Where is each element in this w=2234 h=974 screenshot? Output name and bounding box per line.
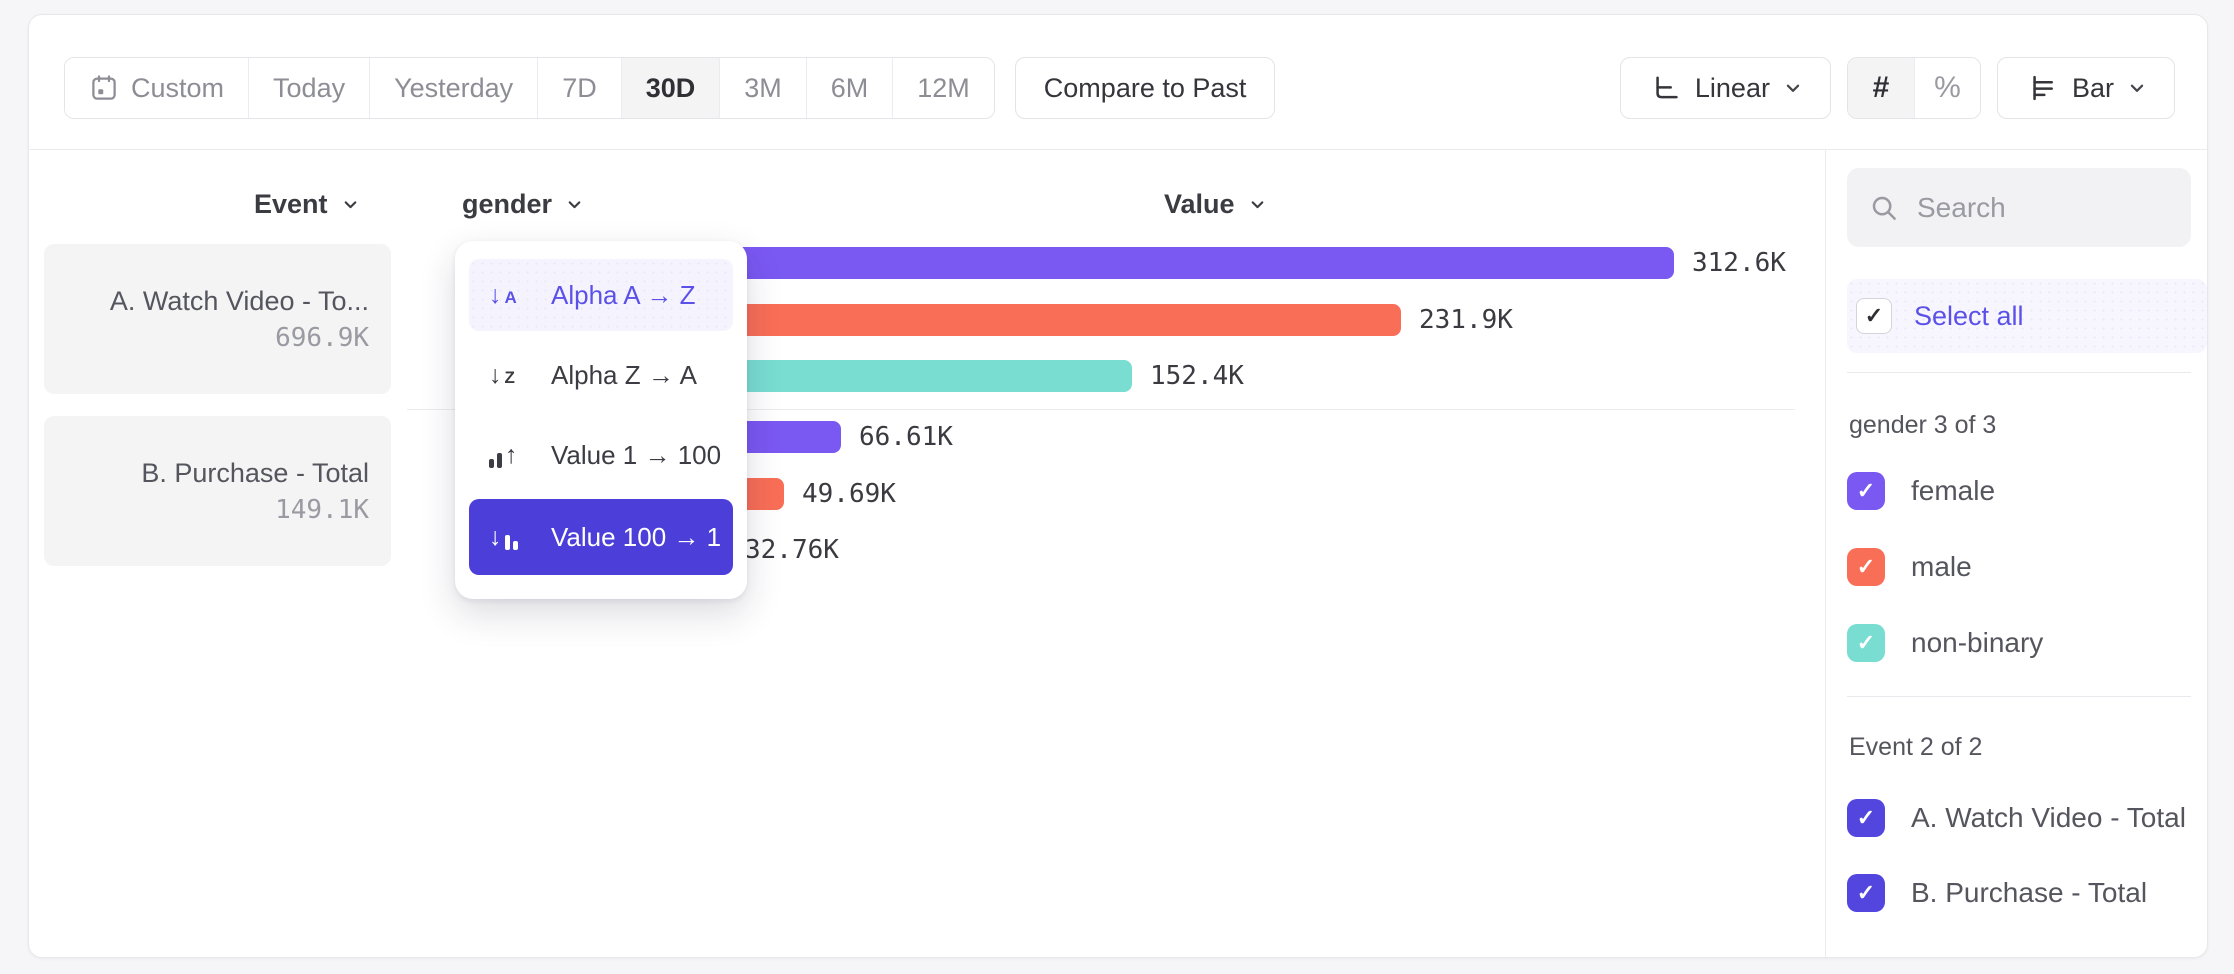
check-icon: ✓ — [1856, 630, 1876, 655]
menu-item-label: Alpha Z → A — [551, 359, 697, 390]
date-range-yesterday[interactable]: Yesterday — [369, 58, 538, 118]
hash-icon: # — [1872, 71, 1890, 104]
event-section-title: Event 2 of 2 — [1849, 733, 1983, 761]
value-format-toggle: # % — [1846, 57, 1981, 119]
group-divider — [407, 409, 1795, 410]
date-range-custom[interactable]: Custom — [65, 58, 249, 118]
date-range-label: Custom — [131, 72, 225, 103]
date-range-12m[interactable]: 12M — [892, 58, 994, 118]
date-range-30d[interactable]: 30D — [620, 58, 720, 118]
bar-value-label: 152.4K — [1150, 361, 1244, 391]
report-card: Custom Today Yesterday 7D 30D 3M 6M 12M … — [28, 14, 2208, 958]
linear-axis-icon — [1649, 72, 1681, 104]
bar-value-label: 231.9K — [1419, 305, 1513, 335]
event-card-purchase[interactable]: B. Purchase - Total 149.1K — [44, 416, 391, 566]
bar-value-label: 32.76K — [745, 535, 839, 565]
check-icon: ✓ — [1864, 303, 1884, 328]
date-range-6m[interactable]: 6M — [805, 58, 893, 118]
menu-item-alpha-desc[interactable]: ↓ Z Alpha Z → A — [469, 339, 733, 411]
breakdown-column-header[interactable]: gender — [462, 189, 583, 220]
date-range-3m[interactable]: 3M — [719, 58, 806, 118]
chevron-down-icon — [566, 196, 583, 213]
chart-type-selector-button[interactable]: Bar — [1996, 57, 2175, 119]
filter-label: female — [1911, 475, 1996, 506]
filter-row-purchase[interactable]: ✓ B. Purchase - Total — [1847, 874, 2205, 912]
sort-dropdown-menu: ↓ A Alpha A → Z ↓ Z Alpha Z → A ↑ Value 1 … — [455, 241, 747, 599]
select-all-label: Select all — [1914, 300, 2024, 331]
chevron-down-icon — [1784, 79, 1802, 97]
chart-controls: Linear # % — [1619, 57, 2175, 119]
absolute-numbers-button[interactable]: # — [1847, 58, 1914, 118]
menu-item-label: Alpha A → Z — [551, 279, 696, 310]
check-icon: ✓ — [1856, 805, 1876, 830]
filter-row-watch-video[interactable]: ✓ A. Watch Video - Total — [1847, 799, 2205, 837]
sidebar-search[interactable] — [1847, 168, 2191, 247]
toolbar-divider — [29, 149, 2207, 150]
event-card-watch-video[interactable]: A. Watch Video - To... 696.9K — [44, 244, 391, 394]
select-all-checkbox[interactable]: ✓ — [1856, 298, 1892, 334]
sidebar-section-divider — [1847, 696, 2191, 697]
search-icon — [1869, 193, 1899, 223]
bar-chart-icon — [2026, 72, 2058, 104]
chevron-down-icon — [2128, 79, 2146, 97]
filter-label: non-binary — [1911, 627, 2044, 658]
event-name: B. Purchase - Total — [141, 457, 369, 488]
female-checkbox[interactable]: ✓ — [1847, 472, 1885, 510]
nonbinary-checkbox[interactable]: ✓ — [1847, 624, 1885, 662]
select-all-row[interactable]: ✓ Select all — [1847, 279, 2207, 353]
filter-label: male — [1911, 551, 1972, 582]
bar-watch-video-female[interactable] — [616, 247, 1674, 279]
menu-item-value-desc[interactable]: ↓ Value 100 → 1 — [469, 499, 733, 575]
menu-item-label: Value 1 → 100 — [551, 439, 722, 470]
filter-row-nonbinary[interactable]: ✓ non-binary — [1847, 624, 2205, 662]
menu-item-alpha-asc[interactable]: ↓ A Alpha A → Z — [469, 259, 733, 331]
date-range-selector: Custom Today Yesterday 7D 30D 3M 6M 12M — [64, 57, 995, 119]
bar-value-label: 312.6K — [1692, 248, 1786, 278]
chevron-down-icon — [342, 196, 359, 213]
purchase-checkbox[interactable]: ✓ — [1847, 874, 1885, 912]
event-total: 696.9K — [275, 322, 369, 353]
filter-label: B. Purchase - Total — [1911, 877, 2148, 908]
event-column-header[interactable]: Event — [254, 189, 359, 220]
toolbar: Custom Today Yesterday 7D 30D 3M 6M 12M … — [64, 57, 2175, 119]
bar-value-label: 49.69K — [802, 479, 896, 509]
sort-value-asc-icon: ↑ — [489, 442, 533, 468]
menu-item-label: Value 100 → 1 — [551, 521, 722, 552]
sort-value-desc-icon: ↓ — [489, 524, 533, 550]
scale-selector-button[interactable]: Linear — [1619, 57, 1831, 119]
check-icon: ✓ — [1856, 554, 1876, 579]
male-checkbox[interactable]: ✓ — [1847, 548, 1885, 586]
calendar-icon — [89, 73, 119, 103]
chart-type-label: Bar — [2071, 72, 2114, 103]
scale-label: Linear — [1694, 72, 1770, 103]
filter-row-male[interactable]: ✓ male — [1847, 548, 2205, 586]
sidebar-section-divider — [1847, 372, 2191, 373]
percent-icon: % — [1934, 71, 1961, 104]
check-icon: ✓ — [1856, 880, 1876, 905]
bar-value-label: 66.61K — [859, 422, 953, 452]
chevron-down-icon — [1249, 196, 1266, 213]
gender-section-title: gender 3 of 3 — [1849, 411, 1997, 439]
filter-row-female[interactable]: ✓ female — [1847, 472, 2205, 510]
check-icon: ✓ — [1856, 478, 1876, 503]
event-total: 149.1K — [275, 494, 369, 525]
search-input[interactable] — [1917, 191, 2169, 224]
date-range-7d[interactable]: 7D — [537, 58, 621, 118]
date-range-today[interactable]: Today — [248, 58, 370, 118]
value-column-header[interactable]: Value — [1164, 189, 1266, 220]
sort-alpha-desc-icon: ↓ Z — [489, 360, 515, 389]
event-name: A. Watch Video - To... — [109, 285, 369, 316]
sort-alpha-asc-icon: ↓ A — [489, 280, 517, 309]
compare-to-past-button[interactable]: Compare to Past — [1014, 57, 1276, 119]
percent-button[interactable]: % — [1913, 58, 1980, 118]
sidebar-divider — [1825, 149, 1826, 957]
menu-item-value-asc[interactable]: ↑ Value 1 → 100 — [469, 419, 733, 491]
watch-video-checkbox[interactable]: ✓ — [1847, 799, 1885, 837]
filter-label: A. Watch Video - Total — [1911, 802, 2186, 833]
